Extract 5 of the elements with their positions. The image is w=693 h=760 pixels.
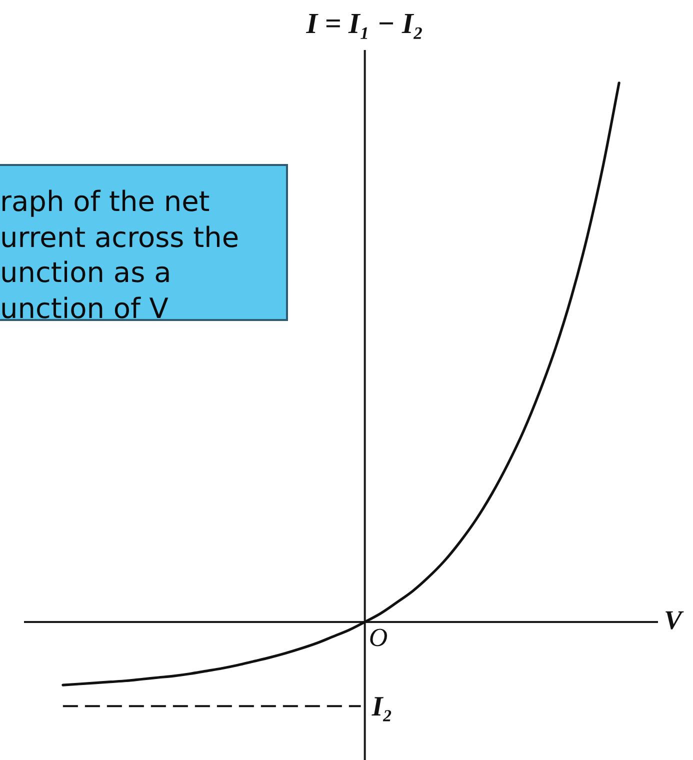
ref-line-label: I₂	[370, 691, 393, 722]
annotation: O	[368, 622, 388, 652]
y-axis-title: I = I₁ − I₂	[305, 8, 424, 40]
annotation: raph of the net urrent across the unction as a unction of V	[0, 184, 240, 326]
x-axis-title: V	[664, 604, 684, 635]
